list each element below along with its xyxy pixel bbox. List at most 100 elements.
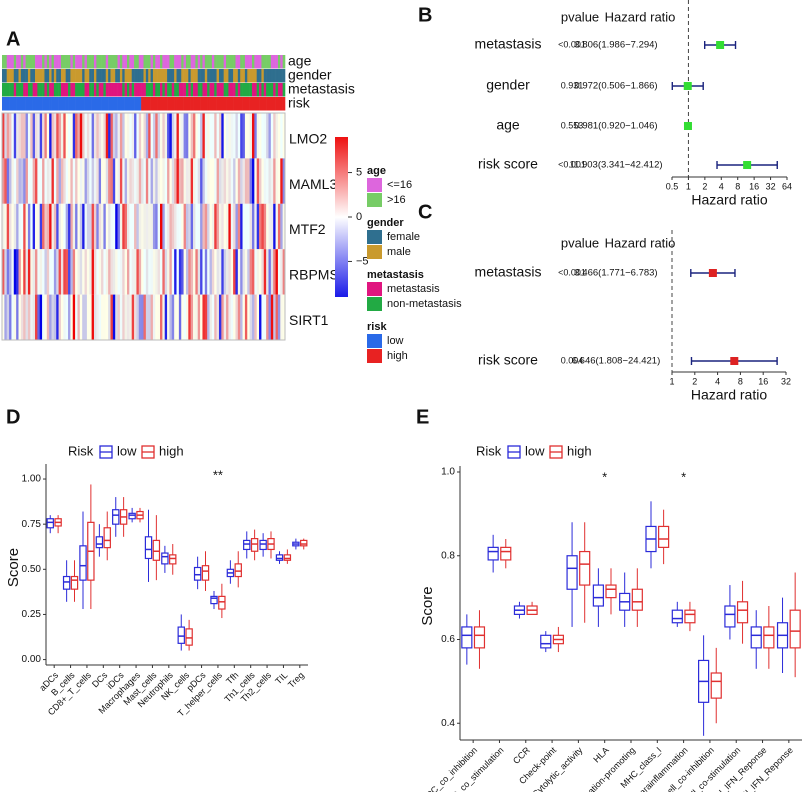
box [234, 563, 242, 578]
annotation-cell [195, 69, 199, 83]
annotation-cell [266, 55, 269, 69]
heatmap-cell [251, 203, 255, 250]
heatmap-cell [30, 294, 33, 340]
annotation-cell [89, 55, 92, 69]
annotation-cell [126, 55, 130, 69]
annotation-cell [160, 55, 163, 69]
heatmap-cell [39, 113, 43, 159]
heatmap-cell [6, 294, 10, 340]
heatmap-cell [141, 113, 144, 159]
annotation-cell [176, 55, 180, 69]
annotation-cell [202, 55, 206, 69]
heatmap-cell [110, 113, 114, 159]
heatmap-cell [136, 158, 140, 204]
heatmap-cell [134, 113, 137, 159]
heatmap-cell [197, 113, 201, 159]
heatmap-cell [273, 203, 276, 250]
heatmap-cell [16, 203, 19, 250]
heatmap-cell [235, 158, 239, 204]
annotation-cell [32, 55, 36, 69]
heatmap-cell [126, 294, 130, 340]
annotation-cell [251, 55, 255, 69]
heatmap-cell [277, 294, 281, 340]
annotation-cell [280, 97, 283, 111]
annotation-cell [167, 97, 170, 111]
annotation-cell [204, 69, 208, 83]
heatmap-cell [221, 203, 224, 250]
heatmap-cell [150, 113, 154, 159]
annotation-cell [178, 97, 182, 111]
heatmap-cell [188, 203, 191, 250]
heatmap-cell [79, 158, 83, 204]
box [46, 518, 54, 529]
heatmap-cell [185, 158, 189, 204]
annotation-cell [282, 55, 286, 69]
heatmap-cell [56, 294, 59, 340]
heatmap-cell [195, 203, 199, 250]
heatmap-cell [70, 113, 74, 159]
heatmap-cell [259, 113, 262, 159]
annotation-cell [230, 69, 234, 83]
heatmap-cell [141, 294, 144, 340]
heatmap-cell [122, 113, 125, 159]
heatmap-cell [11, 158, 15, 204]
annotation-cell [178, 83, 182, 97]
heatmap-cell [103, 203, 107, 250]
heatmap-cell [237, 203, 241, 250]
annotation-cell [30, 97, 33, 111]
heatmap-cell [211, 203, 215, 250]
annotation-cell [145, 83, 149, 97]
legend-swatch [367, 349, 382, 363]
annotation-cell [152, 55, 156, 69]
heatmap-cell [268, 158, 272, 204]
heatmap-cell [226, 249, 229, 295]
heatmap-cell [115, 158, 118, 204]
heatmap-cell [275, 203, 279, 250]
box [579, 550, 591, 586]
annotation-cell [75, 97, 78, 111]
annotation-cell [134, 69, 137, 83]
annotation-cell [27, 83, 31, 97]
heatmap-cell [32, 249, 36, 295]
annotation-cell [23, 97, 26, 111]
heatmap-cell [242, 294, 246, 340]
heatmap-cell [211, 249, 215, 295]
annotation-cell [89, 97, 92, 111]
heatmap-cell [86, 158, 90, 204]
heatmap-cell [112, 294, 116, 340]
annotation-cell [46, 69, 50, 83]
heatmap-cell [204, 113, 208, 159]
heatmap-cell [162, 203, 166, 250]
annotation-cell [155, 83, 158, 97]
annotation-cell [237, 83, 241, 97]
annotation-cell [211, 97, 215, 111]
annotation-cell [72, 97, 76, 111]
heatmap-cell [268, 294, 272, 340]
x-tick-label: 8 [735, 181, 740, 191]
heatmap-cell [89, 113, 92, 159]
heatmap-cell [223, 294, 227, 340]
heatmap-cell [72, 249, 76, 295]
heatmap-cell [195, 294, 199, 340]
heatmap-cell [103, 249, 107, 295]
annotation-cell [103, 69, 107, 83]
annotation-cell [86, 97, 90, 111]
annotation-cell [263, 83, 267, 97]
annotation-cell [181, 83, 184, 97]
box [592, 584, 604, 607]
heatmap-cell [84, 294, 88, 340]
heatmap-cell [204, 203, 208, 250]
annotation-cell [4, 69, 8, 83]
annotation-cell [27, 69, 31, 83]
heatmap-cell [254, 294, 257, 340]
heatmap-cell [51, 203, 55, 250]
heatmap-cell [13, 203, 17, 250]
heatmap-cell [42, 113, 45, 159]
heatmap-cell [96, 249, 99, 295]
colorbar-tick-label: 0 [356, 211, 362, 223]
heatmap-cell [221, 249, 224, 295]
heatmap-cell [176, 249, 180, 295]
heatmap-cell [193, 158, 196, 204]
annotation-cell [160, 69, 163, 83]
heatmap-cell [101, 113, 104, 159]
